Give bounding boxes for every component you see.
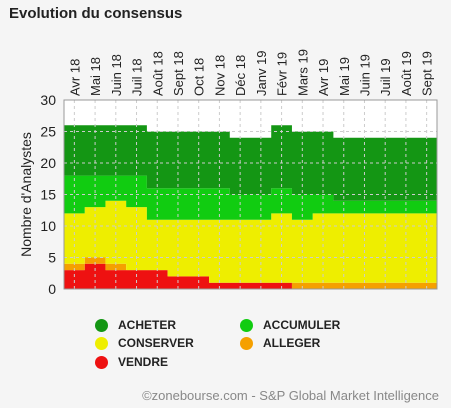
x-tick-label: Déc 18: [233, 55, 248, 96]
x-tick-label: Avr 19: [316, 59, 331, 96]
x-tick-label: Juin 18: [109, 54, 124, 96]
x-tick-label: Oct 18: [192, 58, 207, 96]
x-tick-label: Mai 18: [88, 57, 103, 96]
x-tick-label: Sept 18: [171, 51, 186, 96]
legend-label: ACCUMULER: [263, 318, 341, 332]
legend-swatch: [95, 355, 108, 369]
x-tick-label: Nov 18: [212, 55, 227, 96]
y-tick-label: 0: [48, 281, 56, 297]
legend-label: ALLEGER: [263, 336, 321, 350]
x-tick-label: Août 18: [150, 51, 165, 96]
x-tick-label: Juil 18: [130, 58, 145, 96]
legend-swatch: [240, 336, 253, 350]
legend-label: VENDRE: [118, 355, 169, 369]
consensus-chart: 0 5 10 15 20 25 30 Avr 18 Mai 18 Juin 18 Juil 18 Ao…: [18, 49, 438, 297]
chart-title: Evolution du consensus: [9, 5, 183, 22]
x-tick-label: Févr 19: [275, 52, 290, 96]
y-tick-label: 20: [40, 155, 56, 171]
legend-swatch: [240, 318, 253, 332]
x-tick-label: Août 19: [399, 51, 414, 96]
legend-item-accumuler: ACCUMULER: [240, 318, 340, 332]
y-tick-label: 5: [48, 250, 56, 266]
legend-label: CONSERVER: [118, 336, 194, 350]
x-tick-label: Sept 19: [420, 51, 435, 96]
y-tick-label: 30: [40, 92, 56, 108]
x-tick-label: Janv 19: [254, 50, 269, 96]
x-tick-label: Avr 18: [67, 59, 82, 96]
x-tick-label: Mars 19: [295, 49, 310, 96]
x-tick-label: Juin 19: [357, 54, 372, 96]
legend-item-acheter: ACHETER: [95, 318, 176, 332]
legend-item-alleger: ALLEGER: [240, 336, 320, 350]
plot-frame: [63, 99, 438, 290]
legend-swatch: [95, 318, 108, 332]
y-tick-label: 15: [40, 187, 56, 203]
legend-item-conserver: CONSERVER: [95, 336, 194, 350]
legend-label: ACHETER: [118, 318, 177, 332]
y-tick-label: 25: [40, 124, 56, 140]
legend-item-vendre: VENDRE: [95, 355, 168, 369]
x-tick-label: Mai 19: [337, 57, 352, 96]
source-credit: ©zonebourse.com - S&P Global Market Inte…: [142, 388, 439, 403]
series-area-alleger: [64, 257, 437, 289]
y-axis-label: Nombre d'Analystes: [18, 132, 34, 257]
y-tick-label: 10: [40, 218, 56, 234]
legend-swatch: [95, 336, 108, 350]
x-tick-label: Juil 19: [378, 58, 393, 96]
